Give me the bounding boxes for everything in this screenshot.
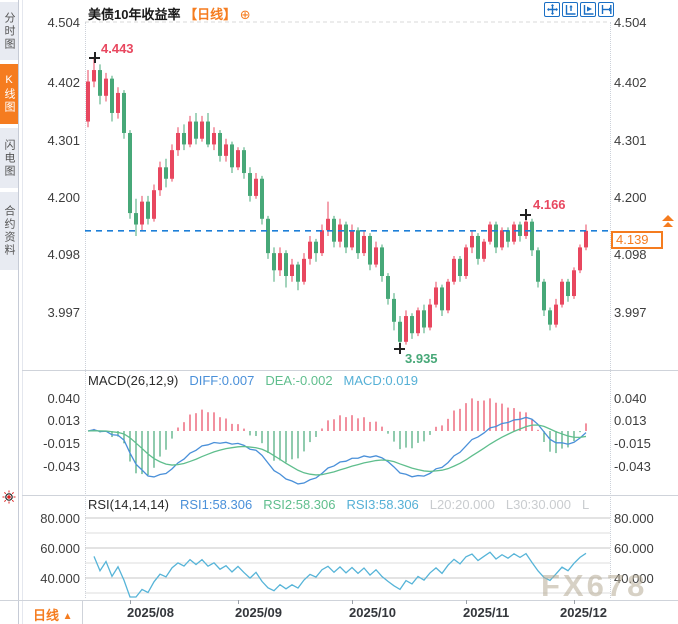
rsi-y-label: 40.000 [40, 571, 80, 586]
x-axis-tick [574, 600, 575, 604]
macd-name: MACD(26,12,9) [88, 373, 179, 388]
low-marker-icon [394, 343, 405, 354]
sidebar-tab-kline[interactable]: K线图 [0, 64, 18, 126]
y-axis-label: 4.402 [614, 75, 647, 90]
macd-y-label: -0.015 [43, 436, 80, 451]
macd-macd-value: MACD:0.019 [343, 373, 418, 388]
sidebar-tab-timeshare[interactable]: 分时图 [0, 2, 18, 62]
rsi-y-label: 60.000 [614, 541, 654, 556]
macd-dea-value: DEA:-0.002 [265, 373, 333, 388]
content-frame-divider [22, 0, 23, 624]
period-selector-label: 日线 [33, 608, 60, 623]
x-axis-label: 2025/10 [349, 605, 396, 620]
low-price-annotation: 3.935 [405, 351, 438, 366]
y-axis-label: 4.301 [47, 133, 80, 148]
period-selector-arrow-icon: ▲ [62, 611, 73, 622]
x-axis-tick [352, 600, 353, 604]
rsi1-value: RSI1:58.306 [179, 497, 253, 512]
chart-title: 美债10年收益率 【日线】 ⊕ [88, 4, 251, 23]
crosshair-move-icon[interactable] [544, 2, 560, 17]
rsi-y-label: 60.000 [40, 541, 80, 556]
macd-y-label: 0.013 [614, 413, 647, 428]
macd-header: MACD(26,12,9) DIFF:0.007 DEA:-0.002 MACD… [88, 373, 608, 388]
period-tag: 【日线】 [184, 7, 237, 22]
x-axis-label: 2025/08 [127, 605, 174, 620]
swing-high-marker-icon [520, 209, 531, 220]
collapse-panel-icon[interactable]: ⊕ [239, 7, 251, 22]
y-axis-label: 4.504 [47, 15, 80, 30]
chart-toolbar [544, 2, 614, 17]
x-axis-tick [130, 600, 131, 604]
rsi-truncated-label: L [581, 497, 590, 512]
macd-y-label: -0.043 [614, 459, 651, 474]
x-axis-tick [238, 600, 239, 604]
bottom-bar-divider [82, 600, 83, 624]
macd-diff-value: DIFF:0.007 [189, 373, 255, 388]
pan-play-icon[interactable] [580, 2, 596, 17]
macd-y-label: 0.040 [614, 391, 647, 406]
x-axis-label: 2025/12 [560, 605, 607, 620]
y-axis-label: 4.402 [47, 75, 80, 90]
rsi-name: RSI(14,14,14) [88, 497, 169, 512]
rsi2-value: RSI2:58.306 [263, 497, 336, 512]
fit-vertical-icon[interactable] [562, 2, 578, 17]
jump-to-latest-icon[interactable] [598, 2, 614, 17]
y-axis-label: 3.997 [47, 305, 80, 320]
macd-y-label: -0.015 [614, 436, 651, 451]
y-axis-label: 3.997 [614, 305, 647, 320]
x-axis-tick [466, 600, 467, 604]
indicator-alert-icon[interactable] [2, 490, 16, 507]
high-price-annotation: 4.443 [101, 41, 134, 56]
macd-y-label: 0.013 [47, 413, 80, 428]
rsi3-value: RSI3:58.306 [346, 497, 419, 512]
axis-separator [0, 600, 678, 601]
sidebar: 分时图 K线图 闪电图 合约资料 [0, 0, 19, 624]
current-price-badge: 4.139 [611, 231, 663, 249]
rsi-y-label: 80.000 [40, 511, 80, 526]
macd-y-label: -0.043 [43, 459, 80, 474]
y-axis-label: 4.200 [614, 190, 647, 205]
x-axis-label: 2025/11 [463, 605, 510, 620]
rsi-y-label: 40.000 [614, 571, 654, 586]
panel-separator [22, 495, 678, 496]
rsi-header: RSI(14,14,14) RSI1:58.306 RSI2:58.306 RS… [88, 497, 608, 512]
y-axis-label: 4.098 [614, 247, 647, 262]
sidebar-tab-contract-info[interactable]: 合约资料 [0, 192, 18, 272]
instrument-name: 美债10年收益率 [88, 7, 181, 22]
rsi-y-label: 80.000 [614, 511, 654, 526]
y-axis-label: 4.504 [614, 15, 647, 30]
period-selector-button[interactable]: 日线 ▲ [33, 605, 73, 624]
y-axis-label: 4.098 [47, 247, 80, 262]
plot-right-border [610, 22, 611, 598]
rsi-l20-value: L20:20.000 [429, 497, 495, 512]
y-axis-label: 4.200 [47, 190, 80, 205]
macd-y-label: 0.040 [47, 391, 80, 406]
y-axis-label: 4.301 [614, 133, 647, 148]
latest-price-arrow-icon[interactable] [661, 215, 675, 229]
panel-separator [22, 370, 678, 371]
plot-left-border [85, 22, 86, 598]
swing-high-annotation: 4.166 [533, 197, 566, 212]
high-marker-icon [89, 52, 100, 63]
rsi-l30-value: L30:30.000 [505, 497, 571, 512]
sidebar-tab-lightning[interactable]: 闪电图 [0, 128, 18, 190]
x-axis-label: 2025/09 [235, 605, 282, 620]
